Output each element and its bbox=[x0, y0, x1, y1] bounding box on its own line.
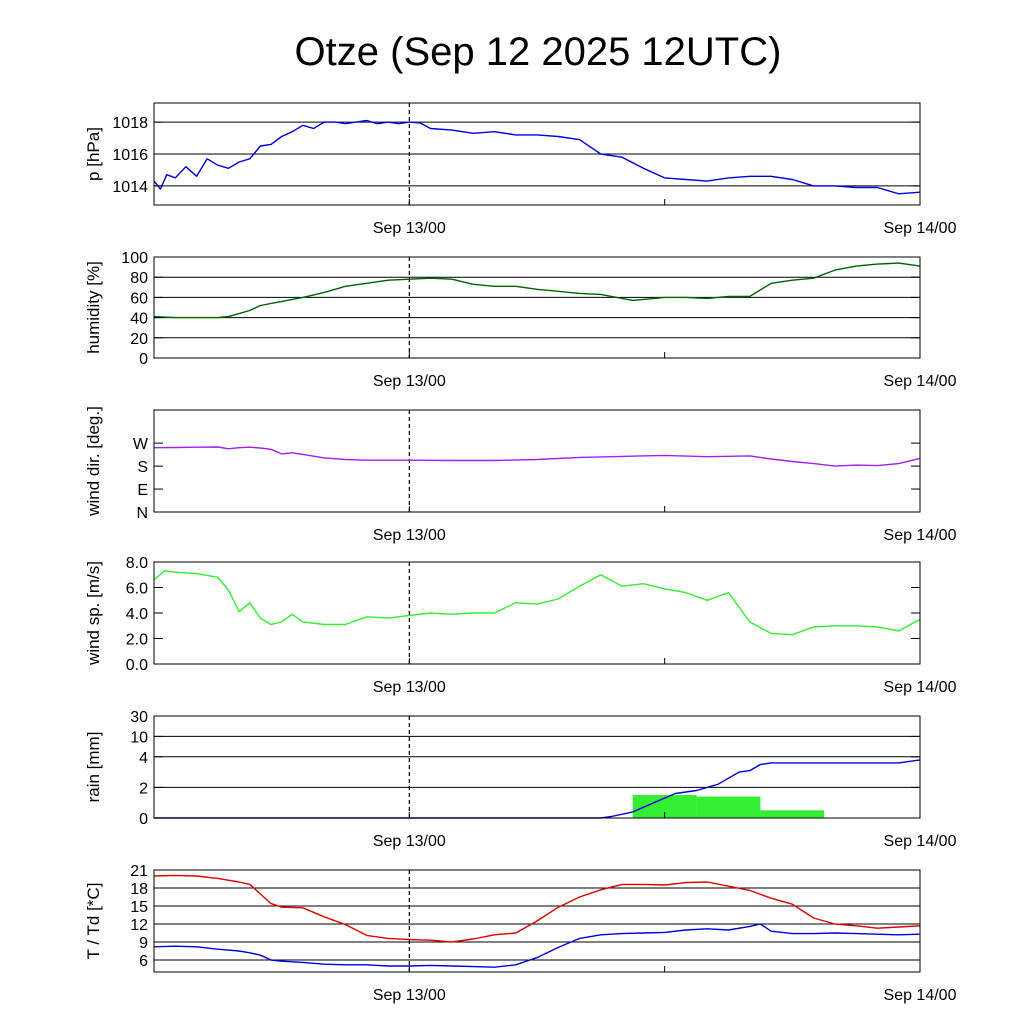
x-tick-label: Sep 14/00 bbox=[884, 679, 957, 696]
y-tick-label: 1014 bbox=[112, 179, 148, 196]
panel-frame bbox=[153, 561, 921, 665]
y-tick-label: 20 bbox=[130, 331, 148, 348]
rain-bar bbox=[760, 810, 825, 818]
x-tick-label: Sep 14/00 bbox=[884, 527, 957, 544]
series-line-temperature bbox=[153, 874, 921, 943]
y-tick-label: 9 bbox=[139, 935, 148, 952]
y-tick-label: S bbox=[137, 459, 148, 476]
y-tick-label: 100 bbox=[121, 250, 148, 267]
series-line-humidity bbox=[153, 262, 921, 319]
y-tick-label: 0 bbox=[139, 351, 148, 368]
y-tick-label: 21 bbox=[130, 863, 148, 880]
series-line-pressure bbox=[153, 119, 921, 195]
rain-bar bbox=[632, 795, 697, 818]
y-tick-label: 10 bbox=[130, 729, 148, 746]
panel-humidity: 0 20 40 60 80 100 Sep 13/00 Sep 14/00 humidity [… bbox=[84, 250, 957, 390]
y-tick-label: 8.0 bbox=[126, 555, 148, 572]
x-tick-label: Sep 14/00 bbox=[884, 833, 957, 850]
y-tick-label: 0.0 bbox=[126, 657, 148, 674]
y-tick-label: 4.0 bbox=[126, 606, 148, 623]
y-tick-label: 15 bbox=[130, 899, 148, 916]
y-tick-label: 2.0 bbox=[126, 632, 148, 649]
x-tick-label: Sep 13/00 bbox=[373, 987, 446, 1004]
y-tick-label: 80 bbox=[130, 270, 148, 287]
y-tick-label: 4 bbox=[139, 750, 148, 767]
y-tick-label: 40 bbox=[130, 311, 148, 328]
y-axis-label: wind sp. [m/s] bbox=[84, 561, 103, 666]
chart-title: Otze (Sep 12 2025 12UTC) bbox=[295, 30, 782, 74]
panel-pressure: 1014 1016 1018 Sep 13/00 Sep 14/00 p [hPa] bbox=[84, 102, 957, 237]
y-tick-label: N bbox=[136, 505, 148, 522]
y-axis-label: p [hPa] bbox=[84, 127, 103, 181]
panel-frame bbox=[153, 715, 921, 819]
x-tick-label: Sep 13/00 bbox=[373, 679, 446, 696]
y-axis-label: humidity [%] bbox=[84, 261, 103, 354]
y-axis-label: rain [mm] bbox=[84, 732, 103, 803]
y-tick-label: 1016 bbox=[112, 147, 148, 164]
x-tick-label: Sep 14/00 bbox=[884, 373, 957, 390]
x-tick-label: Sep 13/00 bbox=[373, 373, 446, 390]
x-tick-label: Sep 14/00 bbox=[884, 220, 957, 237]
y-axis-label: wind dir. [deg.] bbox=[84, 406, 103, 517]
panel-frame bbox=[153, 869, 921, 973]
x-tick-label: Sep 13/00 bbox=[373, 527, 446, 544]
x-tick-label: Sep 13/00 bbox=[373, 220, 446, 237]
y-tick-label: W bbox=[133, 436, 149, 453]
y-tick-label: 12 bbox=[130, 917, 148, 934]
y-tick-label: 0 bbox=[139, 811, 148, 828]
panel-frame bbox=[153, 409, 921, 513]
y-tick-label: 6.0 bbox=[126, 581, 148, 598]
x-tick-label: Sep 14/00 bbox=[884, 987, 957, 1004]
rain-bar bbox=[696, 796, 761, 818]
panel-frame bbox=[153, 256, 921, 359]
series-line-rain_cum bbox=[154, 759, 921, 819]
y-tick-label: E bbox=[137, 482, 148, 499]
series-line-wind_speed bbox=[153, 570, 921, 636]
y-axis-label: T / Td [*C] bbox=[84, 883, 103, 960]
y-tick-label: 60 bbox=[130, 290, 148, 307]
x-tick-label: Sep 13/00 bbox=[373, 833, 446, 850]
panel-wind_speed: 0.0 2.0 4.0 6.0 8.0 Sep 13/00 Sep 14/00 wind sp… bbox=[84, 555, 957, 696]
panel-rain: 0 2 4 10 30 Sep 13/00 Sep 14/00 rain [mm] bbox=[84, 709, 957, 850]
y-tick-label: 30 bbox=[130, 709, 148, 726]
series-line-wind_dir bbox=[153, 446, 921, 467]
y-tick-label: 2 bbox=[139, 780, 148, 797]
y-tick-label: 1018 bbox=[112, 115, 148, 132]
y-tick-label: 6 bbox=[139, 953, 148, 970]
series-line-dewpoint bbox=[153, 923, 921, 968]
y-tick-label: 18 bbox=[130, 881, 148, 898]
